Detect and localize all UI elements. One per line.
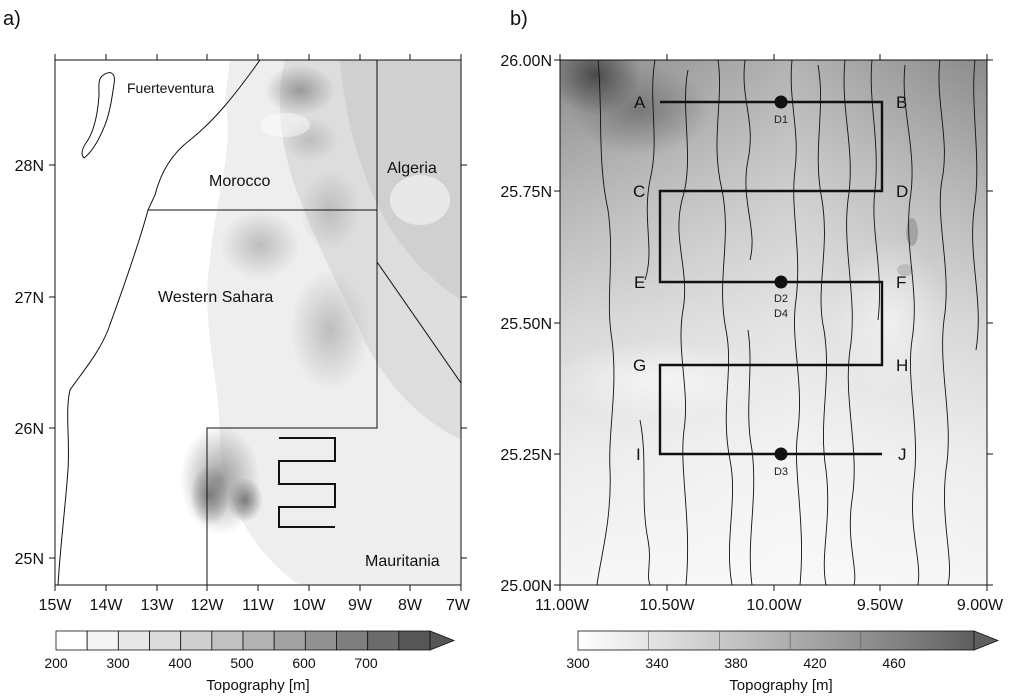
dropsonde-marker-d2 <box>774 275 788 289</box>
coastline <box>57 60 261 585</box>
dropsonde-d2-label: D2 <box>774 293 788 305</box>
colorbar-a-title: Topography [m] <box>206 677 309 694</box>
a-lon-tick: 9W <box>348 597 373 614</box>
b-lon-tick: 10.00W <box>746 597 802 614</box>
drainage-lines <box>596 60 979 585</box>
fuerteventura-island <box>81 72 115 159</box>
a-lon-tick: 15W <box>39 597 73 614</box>
panel-b-map <box>560 60 987 585</box>
a-lon-tick: 14W <box>90 597 124 614</box>
colorbar-a: 200 300 400 500 600 700 Topography [m] <box>44 630 456 694</box>
waypoint-c: C <box>633 182 645 201</box>
panel-a-axes <box>49 54 467 591</box>
colorbar-extend-arrow <box>973 630 1000 651</box>
a-lon-tick: 8W <box>398 597 423 614</box>
colorbar-swatch <box>398 630 431 651</box>
colorbar-swatch <box>149 630 182 651</box>
a-lon-tick: 13W <box>141 597 175 614</box>
colorbar-extend-arrow <box>429 630 456 651</box>
waypoint-a: A <box>634 93 646 112</box>
dropsonde-d3-label: D3 <box>774 466 788 478</box>
a-lat-tick: 25N <box>15 551 44 568</box>
a-cb-tick: 300 <box>106 655 130 671</box>
panel-a-label: a) <box>3 8 21 30</box>
b-cb-tick: 460 <box>882 655 906 671</box>
a-cb-tick: 400 <box>168 655 192 671</box>
b-lon-tick: 9.00W <box>957 597 1004 614</box>
a-cb-tick: 700 <box>354 655 378 671</box>
colorbar-swatch <box>273 630 306 651</box>
b-lat-tick: 25.75N <box>500 184 552 201</box>
panel-a-topography <box>180 60 461 585</box>
waypoint-e: E <box>634 273 645 292</box>
a-lat-tick: 28N <box>15 158 44 175</box>
panel-b-label: b) <box>510 8 528 30</box>
b-lat-tick: 25.00N <box>500 578 552 595</box>
waypoint-d: D <box>896 182 908 201</box>
a-lon-tick: 12W <box>191 597 225 614</box>
colorbar-swatch <box>242 630 275 651</box>
label-western-sahara: Western Sahara <box>158 289 273 306</box>
b-lon-tick: 9.50W <box>857 597 904 614</box>
colorbar-b-swatches <box>577 630 1000 651</box>
b-lon-tick: 11.00W <box>535 597 590 614</box>
label-mauritania: Mauritania <box>365 553 440 570</box>
waypoint-j: J <box>898 445 907 464</box>
a-lat-tick: 27N <box>15 290 44 307</box>
dropsonde-marker-d3 <box>774 447 788 461</box>
colorbar-swatch <box>117 630 150 651</box>
panel-a-map <box>55 60 461 585</box>
label-fuerteventura: Fuerteventura <box>127 80 214 96</box>
waypoint-f: F <box>896 273 906 292</box>
panel-b-axes <box>554 54 993 591</box>
a-cb-tick: 200 <box>44 655 68 671</box>
a-lon-tick: 10W <box>293 597 327 614</box>
waypoint-g: G <box>633 356 646 375</box>
colorbar-swatch <box>304 630 337 651</box>
a-lon-tick: 7W <box>446 597 471 614</box>
a-cb-tick: 600 <box>292 655 316 671</box>
b-lat-tick: 26.00N <box>500 53 552 70</box>
colorbar-swatch <box>86 630 119 651</box>
colorbar-swatch <box>55 630 88 651</box>
a-lat-tick: 26N <box>15 421 44 438</box>
dropsonde-marker-d1 <box>774 95 788 109</box>
waypoint-b: B <box>896 93 907 112</box>
label-morocco: Morocco <box>209 173 270 190</box>
colorbar-gradient <box>577 630 975 651</box>
colorbar-swatch <box>336 630 369 651</box>
colorbar-swatch <box>211 630 244 651</box>
dropsonde-d1-label: D1 <box>774 114 788 126</box>
b-lon-tick: 10.50W <box>639 597 695 614</box>
waypoint-i: I <box>636 445 641 464</box>
colorbar-a-swatches <box>55 630 456 651</box>
label-algeria: Algeria <box>387 160 437 177</box>
waypoint-h: H <box>896 356 908 375</box>
colorbar-b-title: Topography [m] <box>729 677 832 694</box>
colorbar-b: 300 340 380 420 460 Topography [m] <box>566 630 1000 694</box>
dropsonde-d4-label: D4 <box>774 308 788 320</box>
b-cb-tick: 300 <box>566 655 590 671</box>
flight-track-b <box>658 100 884 456</box>
b-cb-tick: 420 <box>803 655 827 671</box>
a-lon-tick: 11W <box>242 597 275 614</box>
colorbar-swatch <box>180 630 213 651</box>
b-lat-tick: 25.25N <box>500 447 552 464</box>
colorbar-swatch <box>367 630 400 651</box>
b-cb-tick: 340 <box>645 655 669 671</box>
b-lat-tick: 25.50N <box>500 316 552 333</box>
a-cb-tick: 500 <box>230 655 254 671</box>
flight-track-a <box>278 437 336 528</box>
b-cb-tick: 380 <box>724 655 748 671</box>
